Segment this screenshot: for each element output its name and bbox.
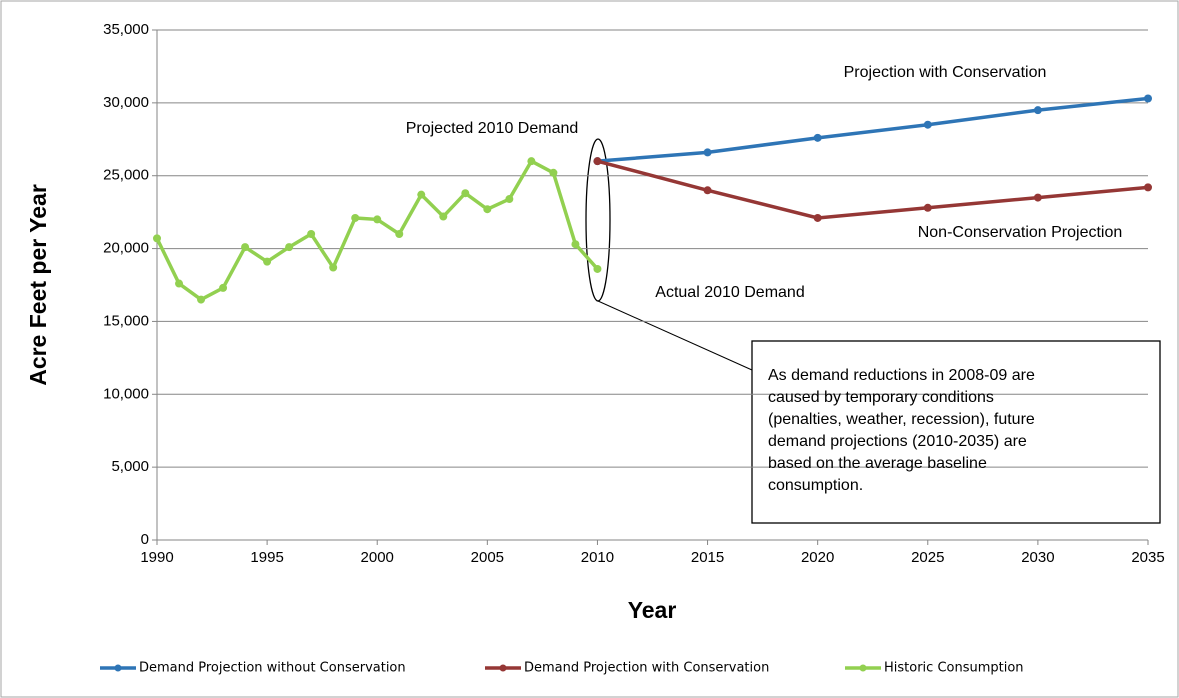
data-point <box>417 190 426 199</box>
x-tick-label: 1990 <box>140 549 173 566</box>
data-point <box>1144 94 1152 103</box>
x-tick-label: 2005 <box>471 549 504 566</box>
data-point <box>373 215 382 224</box>
y-axis-title: Acre Feet per Year <box>25 184 51 386</box>
data-point <box>483 205 492 214</box>
note-line: As demand reductions in 2008-09 are <box>768 367 1035 384</box>
data-point <box>593 264 602 273</box>
data-point <box>175 279 184 288</box>
data-point <box>1033 106 1042 115</box>
x-tick-label: 2030 <box>1021 549 1054 566</box>
data-point <box>461 189 470 198</box>
annotation: Projected 2010 Demand <box>406 120 579 137</box>
legend-marker <box>114 664 122 672</box>
series-line <box>597 96 1149 163</box>
annotation: Projection with Conservation <box>844 64 1047 81</box>
y-tick-label: 5,000 <box>111 458 149 475</box>
note-line: demand projections (2010-2035) are <box>768 433 1027 450</box>
note-line: caused by temporary conditions <box>768 389 994 406</box>
data-point <box>1144 183 1152 192</box>
series-line <box>596 159 1149 220</box>
data-point <box>351 213 360 222</box>
y-tick-label: 15,000 <box>103 312 149 329</box>
callout-line <box>597 300 753 371</box>
x-tick-label: 2000 <box>361 549 394 566</box>
legend-marker <box>499 664 507 672</box>
x-tick-label: 2025 <box>911 549 944 566</box>
data-point <box>219 283 228 292</box>
data-point <box>571 240 580 249</box>
data-point <box>923 120 932 129</box>
data-point <box>1033 193 1042 202</box>
y-tick-label: 20,000 <box>103 240 149 257</box>
x-tick-label: 2010 <box>581 549 614 566</box>
data-point <box>329 263 338 272</box>
y-tick-label: 10,000 <box>103 385 149 402</box>
note-line: based on the average baseline <box>768 455 987 472</box>
data-point <box>703 148 712 157</box>
annotation: Non-Conservation Projection <box>918 224 1123 241</box>
y-tick-label: 30,000 <box>103 94 149 111</box>
y-tick-label: 35,000 <box>103 21 149 38</box>
legend-label: Demand Projection with Conservation <box>524 661 769 676</box>
data-point <box>505 195 514 204</box>
x-axis-title: Year <box>628 597 677 623</box>
legend-label: Historic Consumption <box>884 661 1024 676</box>
data-point <box>439 212 448 221</box>
data-point <box>703 186 712 195</box>
y-tick-label: 25,000 <box>103 167 149 184</box>
data-point <box>241 243 250 252</box>
x-tick-label: 2020 <box>801 549 834 566</box>
x-tick-label: 2015 <box>691 549 724 566</box>
data-point <box>527 157 536 166</box>
data-point <box>813 133 822 142</box>
data-point <box>549 168 558 177</box>
x-tick-label: 2035 <box>1131 549 1164 566</box>
data-point <box>307 230 316 238</box>
data-point <box>923 203 932 212</box>
data-point <box>197 295 206 304</box>
legend-label: Demand Projection without Conservation <box>139 661 406 676</box>
data-point <box>395 230 404 238</box>
legend-marker <box>859 664 867 672</box>
data-point <box>593 157 602 166</box>
note-line: (penalties, weather, recession), future <box>768 411 1035 428</box>
data-point <box>153 234 161 243</box>
y-tick-label: 0 <box>141 531 149 548</box>
note-box <box>751 340 1161 524</box>
annotation: Actual 2010 Demand <box>655 284 804 301</box>
data-point <box>813 213 822 222</box>
x-tick-label: 1995 <box>250 549 283 566</box>
data-point <box>285 243 294 252</box>
note-line: consumption. <box>768 477 863 494</box>
data-point <box>263 257 272 266</box>
